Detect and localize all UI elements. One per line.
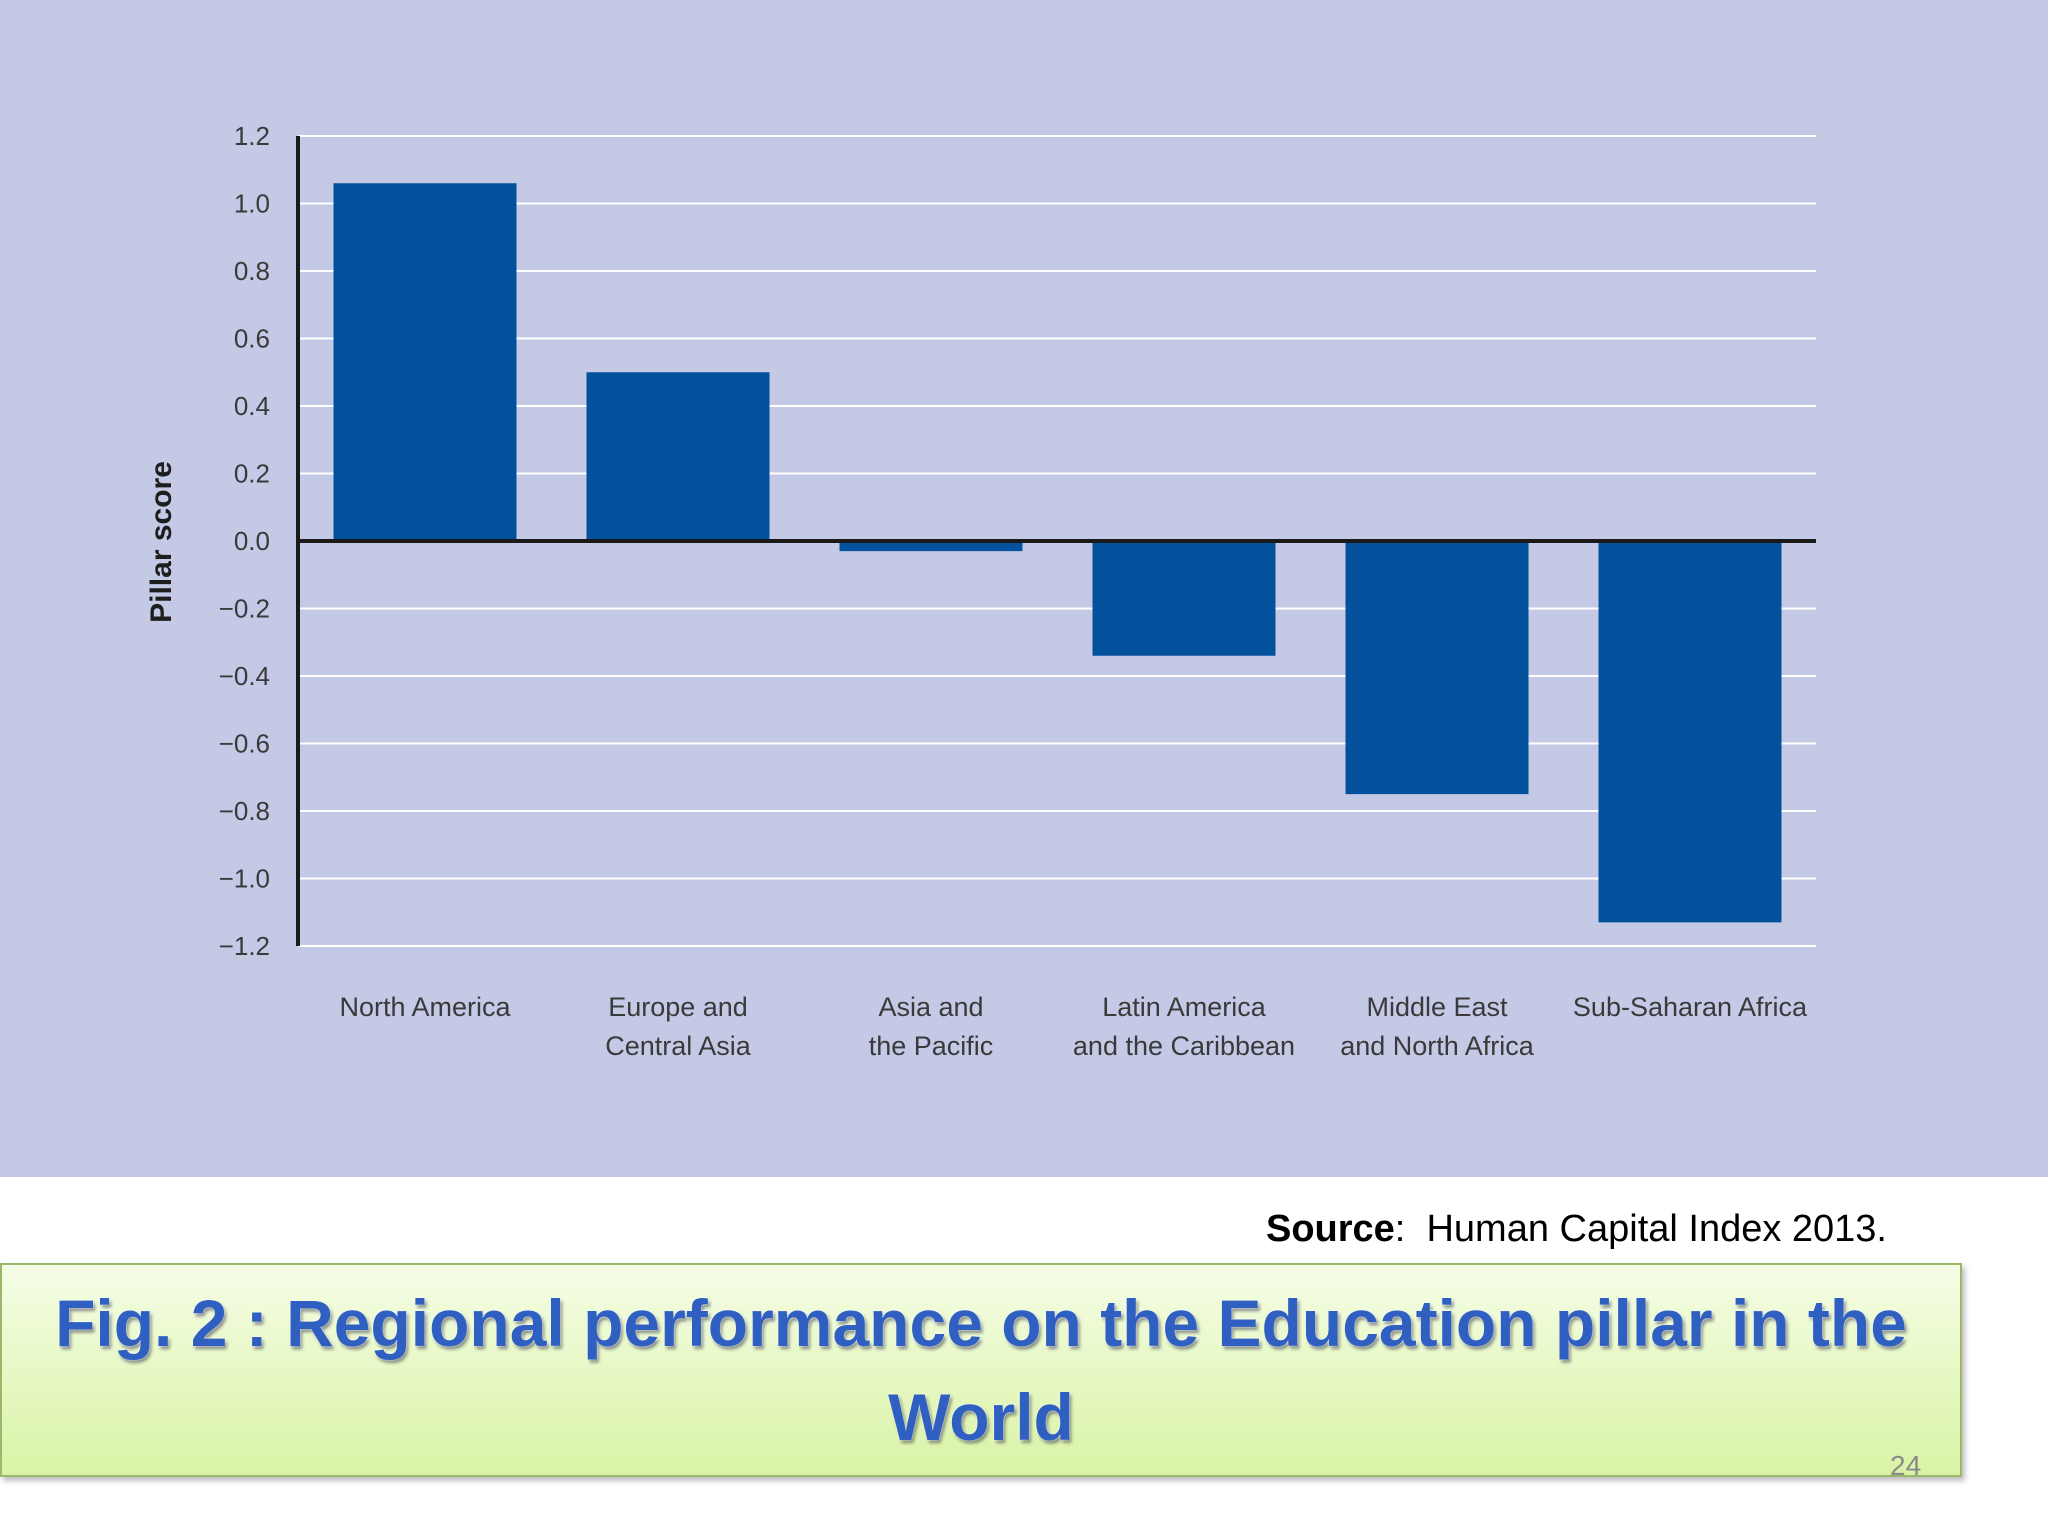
bar: [333, 183, 517, 541]
x-category-label: North America: [339, 992, 511, 1022]
x-category-label: Middle East: [1366, 992, 1508, 1022]
y-tick-label: −0.4: [219, 661, 270, 691]
y-tick-label: 0.4: [234, 391, 270, 421]
source-text: Human Capital Index 2013.: [1426, 1208, 1887, 1250]
bar: [586, 372, 770, 541]
y-tick-label: −1.2: [219, 931, 270, 961]
source-separator: :: [1394, 1208, 1406, 1250]
bar: [1345, 541, 1529, 795]
y-tick-label: 1.0: [234, 189, 270, 219]
x-category-label: the Pacific: [869, 1031, 994, 1061]
source-note: Source: Human Capital Index 2013.: [1266, 1208, 1887, 1251]
bar-chart: 1.2 1.0 0.8 0.6 0.4 0.2 0.0 −0.2 −0.4 −0.6 −0.8 −1.…: [145, 121, 1816, 1061]
y-tick-label: 0.8: [234, 256, 270, 286]
y-tick-label: 0.6: [234, 324, 270, 354]
bar: [1598, 541, 1782, 923]
x-category-label: Europe and: [608, 992, 748, 1022]
x-category-label: Sub-Saharan Africa: [1573, 992, 1808, 1022]
y-axis-label: Pillar score: [145, 461, 178, 623]
source-label: Source: [1265, 1208, 1395, 1250]
figure-caption-box: Fig. 2 : Regional performance on the Edu…: [0, 1263, 1962, 1477]
chart-panel: 1.2 1.0 0.8 0.6 0.4 0.2 0.0 −0.2 −0.4 −0.6 −0.8 −1.…: [0, 0, 2048, 1177]
y-tick-label: 0.2: [234, 459, 270, 489]
page-number: 24: [1890, 1450, 1922, 1481]
x-category-label: and the Caribbean: [1073, 1031, 1295, 1061]
y-tick-label: −0.2: [219, 594, 270, 624]
x-category-label: Latin America: [1102, 992, 1267, 1022]
figure-caption: Fig. 2 : Regional performance on the Edu…: [55, 1286, 1907, 1454]
y-tick-label: −0.6: [219, 729, 270, 759]
bar: [839, 541, 1023, 552]
x-category-label: Central Asia: [605, 1031, 752, 1061]
y-tick-label: −0.8: [219, 796, 270, 826]
x-category-label: Asia and: [878, 992, 983, 1022]
bar: [1092, 541, 1276, 656]
y-tick-label: −1.0: [219, 864, 270, 894]
x-category-label: and North Africa: [1340, 1031, 1535, 1061]
y-tick-label: 1.2: [234, 121, 270, 151]
y-tick-label: 0.0: [234, 526, 270, 556]
